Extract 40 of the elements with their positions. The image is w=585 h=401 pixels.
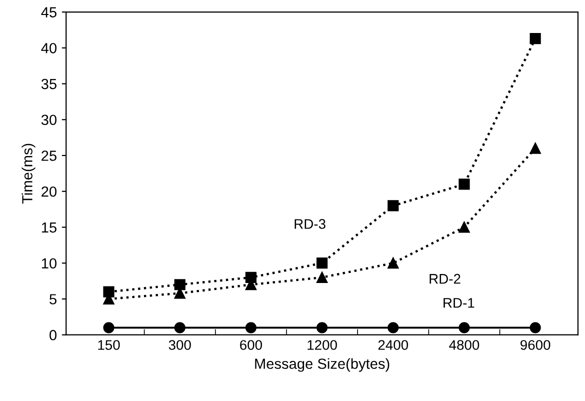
y-tick-label: 15 — [42, 222, 56, 233]
point — [174, 322, 186, 334]
point — [103, 322, 114, 334]
point — [316, 258, 328, 269]
y-tick-label: 40 — [41, 43, 57, 54]
point — [316, 272, 328, 284]
point — [316, 322, 328, 334]
x-tick-label: 1200 — [308, 340, 337, 350]
point — [388, 322, 399, 334]
x-tick-label: 4800 — [449, 340, 480, 350]
y-tick-label: 30 — [41, 114, 57, 126]
y-tick-label: 25 — [42, 150, 56, 161]
y-tick-label: 0 — [50, 330, 57, 340]
point — [530, 142, 541, 154]
x-tick-label: 150 — [98, 340, 120, 350]
x-tick-label: 600 — [240, 340, 262, 350]
point — [458, 222, 470, 233]
point — [458, 178, 470, 190]
point — [458, 322, 470, 334]
y-tick-label: 35 — [41, 78, 56, 90]
point — [245, 322, 257, 334]
point — [530, 33, 541, 44]
y-tick-label: 5 — [50, 294, 56, 304]
series-label: RD-1 — [444, 298, 474, 308]
series-label: RD-3 — [294, 219, 326, 229]
point — [103, 286, 114, 298]
point — [388, 200, 399, 212]
point — [174, 279, 186, 290]
series-label: RD-2 — [430, 274, 460, 284]
x-axis-title: Message Size(bytes) — [255, 358, 390, 372]
y-tick-label: 20 — [42, 186, 57, 197]
x-tick-label: 9600 — [520, 340, 550, 350]
y-axis-title: Time(ms) — [22, 144, 36, 204]
y-tick-label: 45 — [41, 7, 56, 18]
x-tick-label: 300 — [168, 340, 191, 350]
y-tick-label: 10 — [42, 258, 57, 269]
x-tick-label: 2400 — [378, 340, 408, 350]
point — [530, 322, 541, 334]
point — [245, 272, 257, 284]
point — [388, 258, 399, 269]
